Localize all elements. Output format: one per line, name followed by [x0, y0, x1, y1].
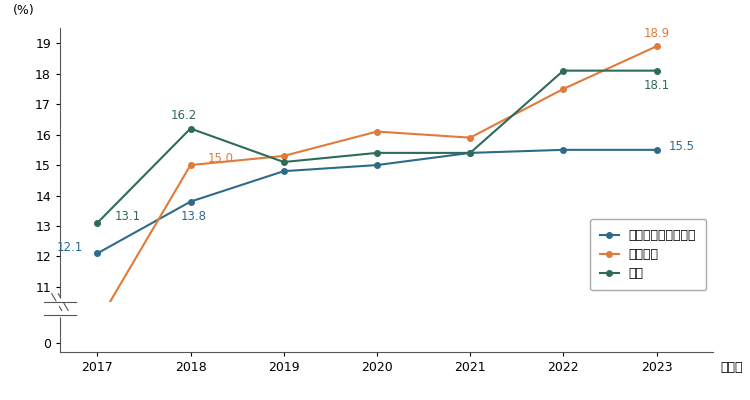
嘱託 — [373, 150, 382, 155]
嘱託 — [652, 68, 661, 73]
Line: 契約社員: 契約社員 — [94, 0, 659, 162]
嘱託 — [93, 220, 102, 225]
Line: 契約社員: 契約社員 — [94, 44, 659, 326]
嘱託 — [466, 150, 475, 155]
契約社員 — [93, 157, 102, 162]
嘱託 — [279, 58, 288, 63]
パート・アルバイト — [466, 150, 475, 155]
X-axis label: （年）: （年） — [721, 361, 743, 374]
嘱託 — [652, 2, 661, 7]
嘱託 — [559, 2, 568, 7]
嘱託 — [373, 52, 382, 57]
パート・アルバイト — [652, 50, 661, 55]
嘱託 — [466, 52, 475, 57]
Text: 13.8: 13.8 — [180, 210, 206, 223]
契約社員 — [373, 39, 382, 44]
パート・アルバイト — [186, 82, 195, 87]
嘱託 — [93, 95, 102, 100]
Text: 18.1: 18.1 — [644, 79, 670, 92]
パート・アルバイト — [373, 60, 382, 65]
契約社員 — [279, 54, 288, 59]
Line: 嘱託: 嘱託 — [94, 2, 659, 100]
Y-axis label: (%): (%) — [13, 4, 35, 17]
Text: 18.9: 18.9 — [644, 26, 670, 40]
パート・アルバイト — [93, 251, 102, 256]
嘱託 — [559, 68, 568, 73]
Text: 9.8: 9.8 — [0, 399, 1, 400]
嘱託 — [279, 160, 288, 164]
Text: 12.1: 12.1 — [56, 241, 82, 254]
パート・アルバイト — [373, 163, 382, 168]
パート・アルバイト — [466, 52, 475, 57]
契約社員 — [559, 86, 568, 91]
契約社員 — [186, 163, 195, 168]
Line: パート・アルバイト: パート・アルバイト — [94, 147, 659, 256]
契約社員 — [373, 129, 382, 134]
契約社員 — [559, 13, 568, 18]
Line: パート・アルバイト: パート・アルバイト — [94, 50, 659, 119]
契約社員 — [652, 44, 661, 49]
契約社員 — [466, 43, 475, 48]
パート・アルバイト — [559, 148, 568, 152]
Text: 16.2: 16.2 — [170, 109, 196, 122]
Line: 嘱託: 嘱託 — [94, 68, 659, 226]
パート・アルバイト — [186, 199, 195, 204]
契約社員 — [279, 154, 288, 158]
パート・アルバイト — [652, 148, 661, 152]
契約社員 — [93, 321, 102, 326]
パート・アルバイト — [279, 169, 288, 174]
嘱託 — [186, 38, 195, 42]
パート・アルバイト — [279, 64, 288, 68]
契約社員 — [186, 60, 195, 65]
嘱託 — [186, 126, 195, 131]
Text: 15.5: 15.5 — [668, 140, 694, 153]
パート・アルバイト — [93, 114, 102, 119]
契約社員 — [466, 135, 475, 140]
パート・アルバイト — [559, 50, 568, 55]
Text: 13.1: 13.1 — [115, 210, 141, 223]
Legend: パート・アルバイト, 契約社員, 嘱託: パート・アルバイト, 契約社員, 嘱託 — [590, 219, 706, 290]
Text: 15.0: 15.0 — [208, 152, 234, 165]
